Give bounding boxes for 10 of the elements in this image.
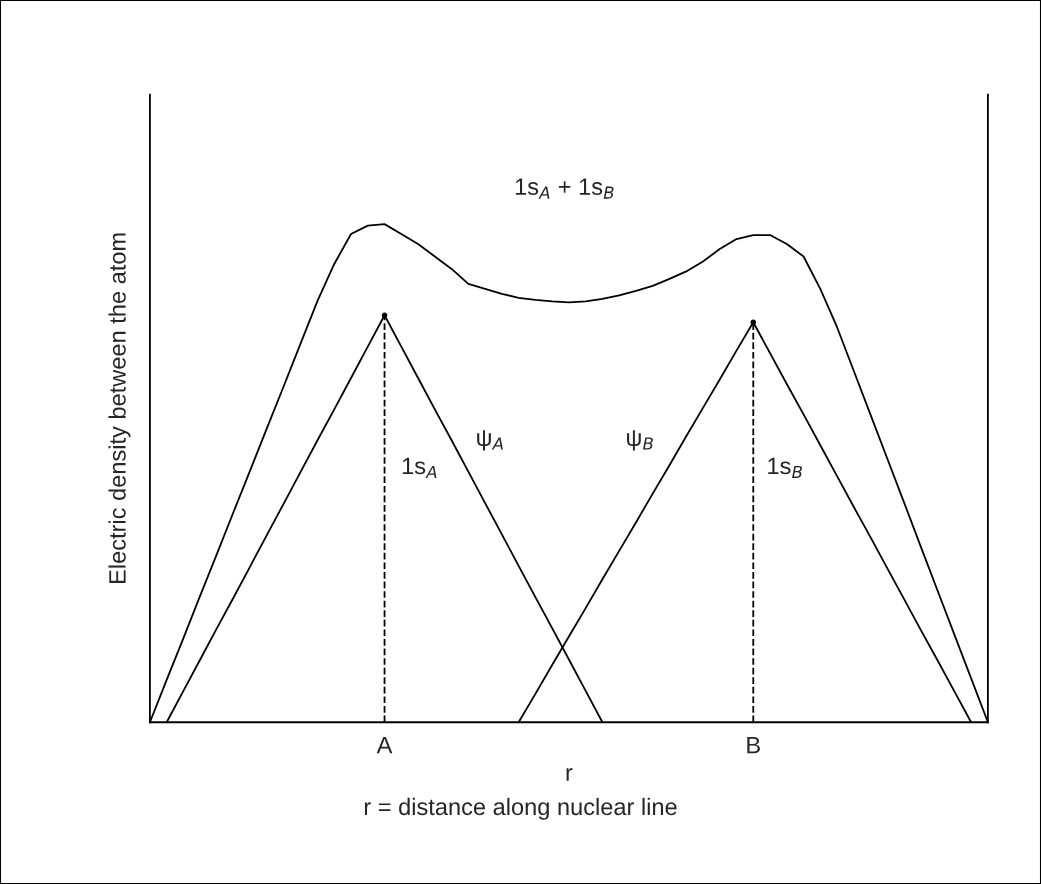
annotation: 1s$_{B}$ [768,457,802,478]
annotation: 1s$_{A}$ [402,457,437,478]
x-tick-label: A [376,736,393,754]
y-axis-title: Electric density between the atom [108,233,131,583]
annotation: ψ$_{B}$ [627,430,653,451]
x-axis-title: r [566,768,573,781]
text: 1s$_{A}$ + 1s$_{B}$ [515,178,614,199]
annotation: ψ$_{A}$ [477,430,503,451]
text: r = distance along nuclear line [364,797,677,820]
x-tick-label: B [747,736,760,754]
